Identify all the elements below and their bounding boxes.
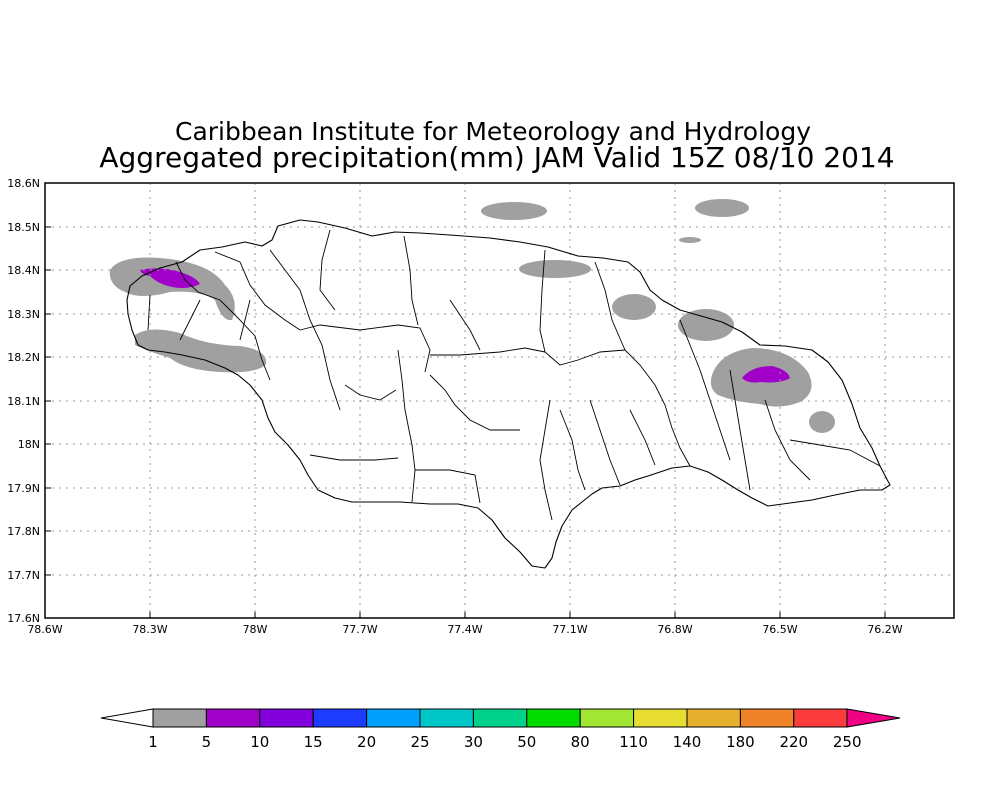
- colorbar-label: 25: [410, 733, 429, 751]
- precip-area-west: [135, 329, 267, 373]
- lon-label: 76.2W: [867, 623, 902, 636]
- colorbar-label: 20: [357, 733, 376, 751]
- lat-label: 18.2N: [7, 351, 40, 364]
- lon-label: 77.1W: [552, 623, 587, 636]
- lat-label: 17.7N: [7, 569, 40, 582]
- colorbar-left-arrow: [100, 708, 154, 728]
- jamaica-coastline: [126, 219, 891, 569]
- colorbar-box: [366, 708, 421, 728]
- precip-area-north-east-2: [678, 309, 734, 341]
- colorbar-box: [579, 708, 635, 728]
- precip-area-north-sea-3: [679, 237, 701, 243]
- lon-label: 78.3W: [132, 623, 167, 636]
- colorbar-label: 30: [464, 733, 483, 751]
- lon-label: 77.7W: [342, 623, 377, 636]
- lon-label: 76.5W: [762, 623, 797, 636]
- precip-area-north-sea-1: [481, 202, 547, 220]
- colorbar-box: [205, 708, 261, 728]
- colorbar-boxes: [152, 708, 848, 728]
- parish-boundaries: [147, 229, 881, 521]
- precip-core-east: [742, 366, 790, 383]
- colorbar: 1 5 10 15 20 25 30 50 80 110 140 180 220 250: [100, 708, 901, 751]
- colorbar-box: [259, 708, 314, 728]
- title-institute: Caribbean Institute for Meteorology and …: [175, 117, 811, 146]
- lon-label: 76.8W: [657, 623, 692, 636]
- lat-label: 17.9N: [7, 482, 40, 495]
- colorbar-label: 110: [619, 733, 648, 751]
- precip-area-east-2: [809, 411, 835, 433]
- colorbar-label: 15: [304, 733, 323, 751]
- precip-area-north-sea-2: [695, 199, 749, 217]
- colorbar-label: 180: [726, 733, 755, 751]
- longitude-labels: 78.6W 78.3W 78W 77.7W 77.4W 77.1W 76.8W …: [27, 623, 902, 636]
- colorbar-label: 140: [673, 733, 702, 751]
- lat-label: 18N: [18, 438, 40, 451]
- precip-area-north-coast: [519, 260, 591, 278]
- colorbar-label: 250: [833, 733, 862, 751]
- colorbar-label: 80: [571, 733, 590, 751]
- precip-area-northwest: [109, 257, 235, 321]
- title-product: Aggregated precipitation(mm) JAM Valid 1…: [99, 141, 894, 174]
- colorbar-label: 5: [202, 733, 212, 751]
- lon-label: 77.4W: [447, 623, 482, 636]
- colorbar-box: [312, 708, 368, 728]
- precip-core-northwest: [140, 268, 200, 288]
- precip-shading: [109, 199, 835, 433]
- lat-label: 17.6N: [7, 612, 40, 625]
- lat-label: 18.1N: [7, 395, 40, 408]
- graticule: [45, 183, 954, 618]
- colorbar-box: [526, 708, 581, 728]
- lon-label: 78W: [243, 623, 268, 636]
- lat-label: 18.5N: [7, 221, 40, 234]
- lat-label: 17.8N: [7, 525, 40, 538]
- colorbar-label: 1: [148, 733, 158, 751]
- colorbar-box: [739, 708, 795, 728]
- colorbar-label: 220: [779, 733, 808, 751]
- tick-marks: [44, 182, 886, 618]
- map-panel: 18.6N 18.5N 18.4N 18.3N 18.2N 18.1N 18N …: [7, 177, 955, 636]
- colorbar-box: [686, 708, 741, 728]
- colorbar-labels: 1 5 10 15 20 25 30 50 80 110 140 180 220 250: [148, 733, 861, 751]
- lat-label: 18.3N: [7, 308, 40, 321]
- colorbar-box: [633, 708, 688, 728]
- colorbar-right-arrow: [846, 708, 901, 728]
- colorbar-box: [419, 708, 474, 728]
- colorbar-box: [152, 708, 207, 728]
- lat-label: 18.6N: [7, 177, 40, 190]
- colorbar-label: 10: [250, 733, 269, 751]
- precip-area-north-east-1: [612, 294, 656, 320]
- colorbar-box: [793, 708, 848, 728]
- lat-label: 18.4N: [7, 264, 40, 277]
- precip-purple-areas: [140, 268, 790, 383]
- latitude-labels: 18.6N 18.5N 18.4N 18.3N 18.2N 18.1N 18N …: [7, 177, 40, 625]
- precip-gray-areas: [109, 199, 835, 433]
- colorbar-label: 50: [517, 733, 536, 751]
- colorbar-box: [472, 708, 528, 728]
- lon-label: 78.6W: [27, 623, 62, 636]
